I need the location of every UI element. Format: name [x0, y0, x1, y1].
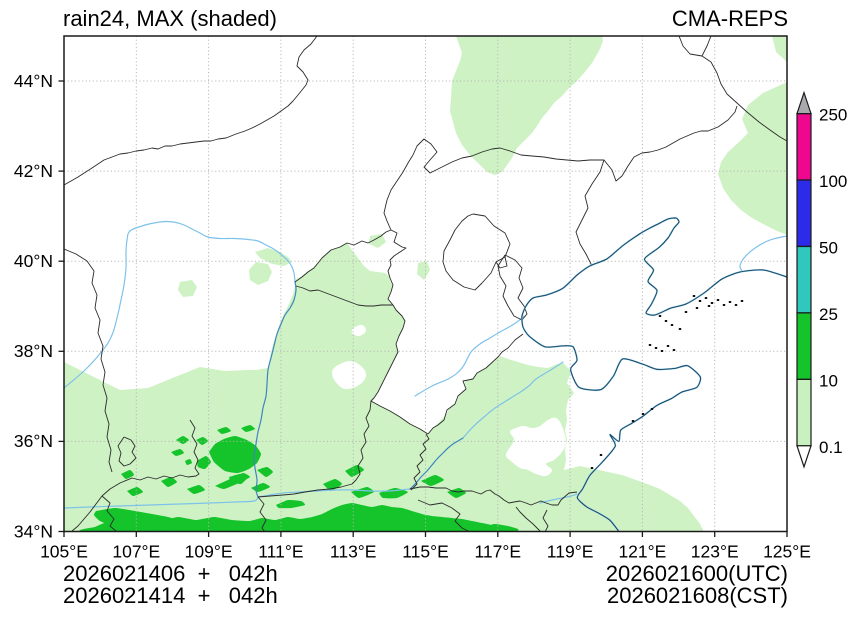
svg-text:36°N: 36°N	[14, 431, 53, 451]
svg-text:0.1: 0.1	[819, 438, 843, 457]
svg-text:125°E: 125°E	[763, 542, 811, 562]
svg-text:105°E: 105°E	[40, 542, 88, 562]
svg-text:2026021406 + 042h: 2026021406 + 042h	[63, 561, 278, 586]
svg-text:109°E: 109°E	[185, 542, 233, 562]
svg-text:50: 50	[819, 239, 838, 258]
svg-text:rain24, MAX (shaded): rain24, MAX (shaded)	[63, 6, 277, 31]
svg-text:25: 25	[819, 305, 838, 324]
svg-text:119°E: 119°E	[547, 542, 594, 562]
svg-text:117°E: 117°E	[475, 542, 522, 562]
svg-text:107°E: 107°E	[112, 542, 160, 562]
svg-text:38°N: 38°N	[14, 341, 53, 361]
svg-text:250: 250	[819, 106, 847, 125]
svg-text:2026021608(CST): 2026021608(CST)	[607, 583, 788, 608]
svg-text:40°N: 40°N	[14, 251, 53, 271]
svg-text:113°E: 113°E	[330, 542, 377, 562]
svg-text:44°N: 44°N	[14, 71, 53, 91]
svg-text:115°E: 115°E	[402, 542, 449, 562]
svg-text:34°N: 34°N	[14, 521, 53, 541]
svg-text:2026021600(UTC): 2026021600(UTC)	[606, 561, 788, 586]
svg-text:123°E: 123°E	[691, 542, 739, 562]
svg-text:10: 10	[819, 371, 838, 390]
svg-text:121°E: 121°E	[618, 542, 666, 562]
svg-text:CMA-REPS: CMA-REPS	[672, 6, 788, 31]
svg-text:42°N: 42°N	[14, 161, 53, 181]
svg-text:2026021414 + 042h: 2026021414 + 042h	[63, 583, 278, 608]
svg-text:100: 100	[819, 172, 847, 191]
svg-text:111°E: 111°E	[258, 542, 303, 562]
